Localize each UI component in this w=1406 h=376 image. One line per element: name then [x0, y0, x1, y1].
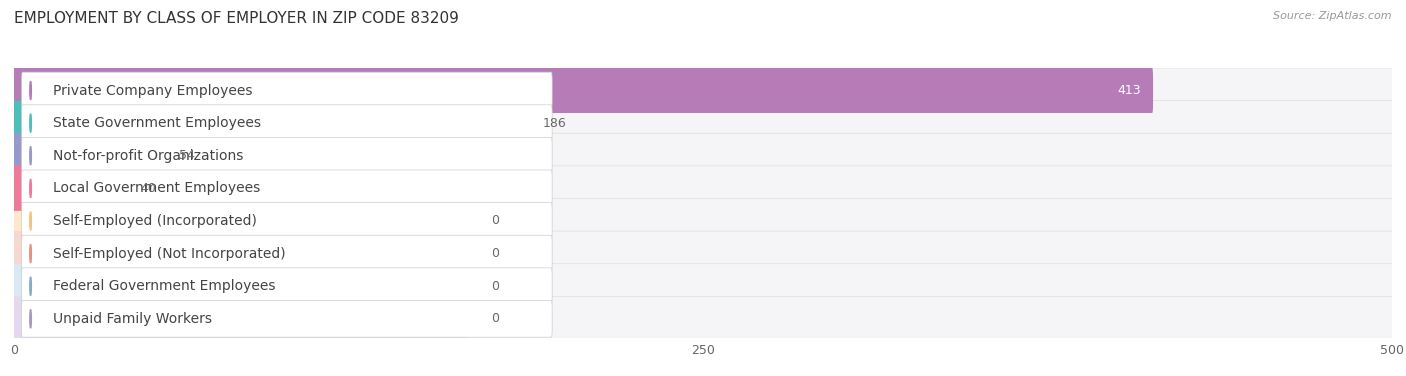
FancyBboxPatch shape [13, 133, 470, 178]
FancyBboxPatch shape [13, 264, 1393, 309]
Text: Unpaid Family Workers: Unpaid Family Workers [52, 312, 212, 326]
Text: Self-Employed (Not Incorporated): Self-Employed (Not Incorporated) [52, 247, 285, 261]
FancyBboxPatch shape [13, 166, 470, 211]
FancyBboxPatch shape [13, 296, 470, 341]
FancyBboxPatch shape [21, 268, 553, 305]
Text: Source: ZipAtlas.com: Source: ZipAtlas.com [1274, 11, 1392, 21]
Text: EMPLOYMENT BY CLASS OF EMPLOYER IN ZIP CODE 83209: EMPLOYMENT BY CLASS OF EMPLOYER IN ZIP C… [14, 11, 458, 26]
FancyBboxPatch shape [21, 235, 553, 272]
Circle shape [30, 81, 31, 100]
FancyBboxPatch shape [13, 231, 470, 276]
FancyBboxPatch shape [13, 68, 1153, 113]
FancyBboxPatch shape [13, 199, 470, 244]
Circle shape [30, 212, 31, 230]
Text: 0: 0 [491, 247, 499, 260]
Text: Federal Government Employees: Federal Government Employees [52, 279, 276, 293]
FancyBboxPatch shape [21, 300, 553, 337]
FancyBboxPatch shape [21, 105, 553, 141]
Circle shape [30, 309, 31, 328]
Text: 413: 413 [1118, 84, 1142, 97]
Circle shape [30, 179, 31, 198]
Circle shape [30, 114, 31, 132]
Circle shape [30, 146, 31, 165]
Circle shape [30, 244, 31, 263]
Text: 0: 0 [491, 312, 499, 325]
FancyBboxPatch shape [21, 72, 553, 109]
FancyBboxPatch shape [13, 166, 125, 211]
FancyBboxPatch shape [21, 203, 553, 240]
Text: State Government Employees: State Government Employees [52, 116, 260, 130]
Text: 40: 40 [141, 182, 156, 195]
FancyBboxPatch shape [13, 68, 1153, 113]
Text: Self-Employed (Incorporated): Self-Employed (Incorporated) [52, 214, 256, 228]
FancyBboxPatch shape [13, 68, 1393, 113]
FancyBboxPatch shape [13, 101, 1393, 146]
FancyBboxPatch shape [13, 199, 1393, 244]
Text: 0: 0 [491, 214, 499, 227]
Text: 54: 54 [180, 149, 195, 162]
FancyBboxPatch shape [13, 264, 470, 309]
FancyBboxPatch shape [13, 101, 527, 146]
Text: 0: 0 [491, 280, 499, 293]
FancyBboxPatch shape [13, 133, 163, 178]
Text: Not-for-profit Organizations: Not-for-profit Organizations [52, 149, 243, 163]
Text: Local Government Employees: Local Government Employees [52, 181, 260, 196]
FancyBboxPatch shape [13, 296, 1393, 341]
FancyBboxPatch shape [21, 170, 553, 207]
FancyBboxPatch shape [13, 166, 1393, 211]
FancyBboxPatch shape [21, 137, 553, 174]
Text: Private Company Employees: Private Company Employees [52, 83, 252, 97]
Text: 186: 186 [543, 117, 567, 130]
FancyBboxPatch shape [13, 133, 1393, 178]
Circle shape [30, 277, 31, 296]
FancyBboxPatch shape [13, 101, 527, 146]
FancyBboxPatch shape [13, 231, 1393, 276]
